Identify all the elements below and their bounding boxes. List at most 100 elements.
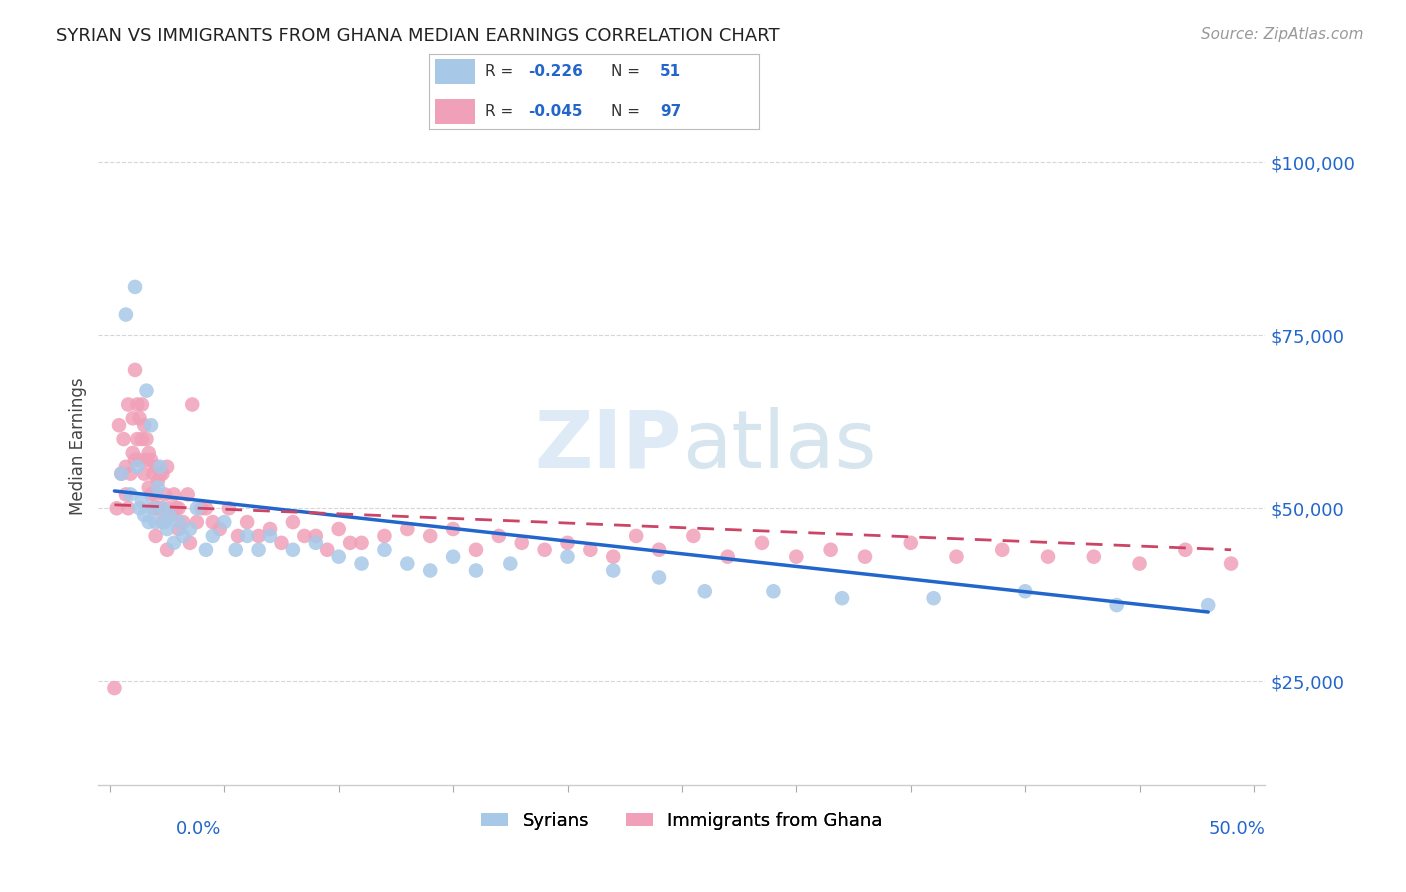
Point — [236, 515, 259, 529]
Point — [117, 397, 139, 411]
Point — [201, 529, 224, 543]
Point — [105, 501, 128, 516]
Point — [292, 529, 315, 543]
Point — [218, 501, 240, 516]
Text: 97: 97 — [661, 103, 682, 119]
Point — [922, 591, 945, 606]
Point — [305, 529, 328, 543]
Point — [153, 515, 176, 529]
Point — [465, 564, 488, 578]
Point — [145, 487, 167, 501]
Point — [762, 584, 785, 599]
Point — [831, 591, 853, 606]
Point — [138, 515, 160, 529]
Point — [190, 501, 212, 516]
Point — [225, 542, 247, 557]
Point — [124, 280, 146, 294]
Text: atlas: atlas — [682, 407, 876, 485]
Point — [110, 467, 132, 481]
Point — [194, 542, 217, 557]
Point — [194, 501, 217, 516]
Point — [281, 515, 304, 529]
Point — [127, 397, 149, 411]
Point — [226, 529, 249, 543]
Point — [1128, 557, 1150, 571]
Point — [163, 487, 186, 501]
Point — [259, 529, 281, 543]
Point — [533, 542, 555, 557]
Point — [208, 522, 231, 536]
Point — [152, 467, 174, 481]
Point — [131, 432, 153, 446]
Point — [900, 536, 922, 550]
Point — [717, 549, 740, 564]
Point — [153, 487, 176, 501]
Point — [139, 487, 162, 501]
Point — [305, 536, 328, 550]
Point — [339, 536, 361, 550]
Point — [149, 459, 172, 474]
Point — [121, 411, 143, 425]
Point — [149, 467, 172, 481]
Point — [181, 397, 204, 411]
Text: N =: N = — [610, 103, 644, 119]
Point — [186, 515, 208, 529]
Text: ZIP: ZIP — [534, 407, 682, 485]
Point — [165, 501, 187, 516]
Point — [751, 536, 773, 550]
Text: 51: 51 — [661, 64, 682, 79]
Point — [350, 557, 373, 571]
Point — [602, 564, 624, 578]
Point — [176, 487, 198, 501]
Point — [128, 501, 150, 516]
Y-axis label: Median Earnings: Median Earnings — [69, 377, 87, 515]
Point — [945, 549, 967, 564]
Text: Source: ZipAtlas.com: Source: ZipAtlas.com — [1201, 27, 1364, 42]
Point — [499, 557, 522, 571]
Point — [145, 515, 167, 529]
Point — [785, 549, 807, 564]
Point — [146, 481, 169, 495]
Point — [396, 557, 419, 571]
Point — [579, 542, 602, 557]
Point — [120, 487, 142, 501]
Point — [991, 542, 1014, 557]
Point — [142, 467, 165, 481]
Point — [488, 529, 510, 543]
Point — [142, 501, 165, 516]
Text: -0.226: -0.226 — [529, 64, 583, 79]
Point — [134, 467, 156, 481]
Point — [115, 459, 138, 474]
Point — [149, 501, 172, 516]
Point — [648, 542, 671, 557]
Point — [270, 536, 292, 550]
Text: -0.045: -0.045 — [529, 103, 582, 119]
Point — [121, 446, 143, 460]
Point — [128, 411, 150, 425]
Point — [128, 453, 150, 467]
Point — [624, 529, 647, 543]
Point — [115, 308, 138, 322]
Point — [152, 501, 174, 516]
Text: 0.0%: 0.0% — [176, 820, 221, 838]
Point — [135, 432, 157, 446]
Point — [110, 467, 132, 481]
Point — [124, 453, 146, 467]
Point — [820, 542, 842, 557]
Point — [441, 522, 464, 536]
Point — [167, 522, 190, 536]
Point — [163, 536, 186, 550]
Point — [328, 549, 350, 564]
Point — [1083, 549, 1105, 564]
Point — [152, 515, 174, 529]
Point — [145, 529, 167, 543]
Point — [156, 542, 179, 557]
Point — [108, 418, 131, 433]
Point — [112, 432, 135, 446]
Point — [602, 549, 624, 564]
Text: SYRIAN VS IMMIGRANTS FROM GHANA MEDIAN EARNINGS CORRELATION CHART: SYRIAN VS IMMIGRANTS FROM GHANA MEDIAN E… — [56, 27, 780, 45]
Point — [1105, 598, 1128, 612]
Point — [396, 522, 419, 536]
Point — [419, 564, 441, 578]
Point — [259, 522, 281, 536]
